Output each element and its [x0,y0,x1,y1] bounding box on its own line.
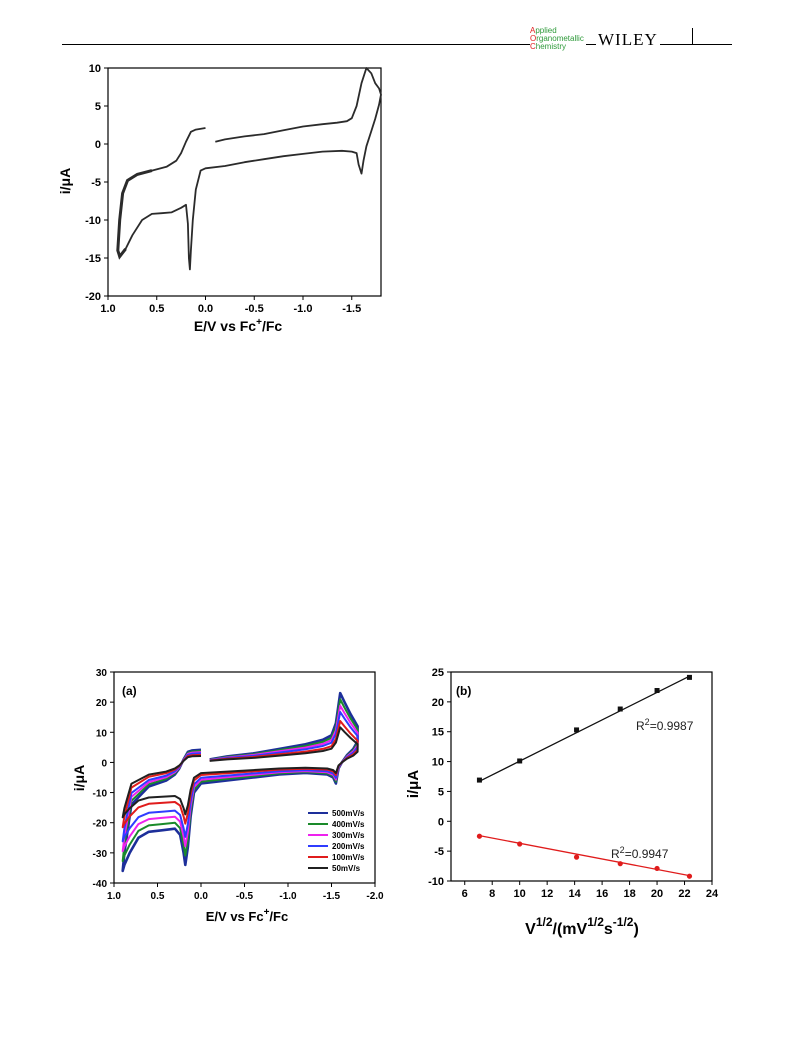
xlabel-top: E/V vs Fc+/Fc [194,317,283,334]
x-tick-label: 12 [541,888,553,900]
x-tick-label: 1.0 [107,891,121,902]
data-point-circle [686,873,693,879]
data-point-circle [654,865,660,872]
data-point-square [686,674,692,680]
panel-label-b: (b) [456,684,471,698]
y-tick-label: 0 [101,758,107,769]
y-tick-label: 10 [432,757,444,769]
x-tick-label: 20 [651,888,663,900]
ylabel-top: i/μA [57,168,73,194]
cv-curve-overlap [116,169,153,260]
panel-label-a: (a) [122,684,137,698]
x-tick-label: 8 [489,888,495,900]
x-tick-label: 0.5 [151,891,165,902]
publisher-logo: WILEY [596,30,660,50]
y-tick-label: 20 [432,697,444,709]
y-tick-label: -5 [91,177,101,189]
x-tick-label: -1.0 [279,891,297,902]
journal-logo: Applied Organometallic Chemistry [530,26,586,51]
plot-frame [450,671,713,882]
x-tick-label: 0.0 [198,303,213,315]
y-tick-label: -20 [93,819,108,830]
xlabel-a: E/V vs Fc+/Fc [206,907,288,924]
y-tick-label: -10 [93,789,108,800]
legend-label: 500mV/s [332,809,365,818]
r-squared-label: R2=0.9987 [636,717,694,733]
y-tick-label: -30 [93,849,108,860]
data-point-square [617,706,623,712]
cv-series-line [121,704,359,853]
data-point-square [574,727,580,733]
legend-label: 200mV/s [332,842,365,851]
y-tick-label: -40 [93,879,108,890]
cv-series-line [121,720,359,829]
legend-label: 50mV/s [332,864,361,873]
y-tick-label: 5 [95,101,101,113]
x-tick-label: 1.0 [100,303,115,315]
cv-series-line [121,711,359,843]
x-tick-label: -1.5 [323,891,341,902]
ylabel-b: i/μA [405,770,422,799]
y-tick-label: 15 [432,727,444,739]
cv-series-line [121,726,359,819]
y-tick-label: 30 [96,668,108,679]
data-point-circle [617,861,623,867]
data-point-square [654,688,660,694]
y-tick-label: -10 [85,215,101,227]
ylabel-a: i/μA [71,765,87,791]
y-tick-label: 5 [438,786,444,798]
cv-series-line [121,691,359,873]
x-tick-label: -0.5 [236,891,254,902]
y-tick-label: 0 [438,816,444,828]
x-tick-label: 24 [706,888,719,900]
data-point-circle [476,833,483,839]
cv-series-line [121,698,359,863]
x-tick-label: 6 [462,888,468,900]
x-tick-label: 0.5 [149,303,164,315]
x-tick-label: 14 [569,888,582,900]
legend-label: 300mV/s [332,831,365,840]
x-tick-label: 10 [514,888,526,900]
xlabel-b: V1/2/(mV1/2s-1/2) [525,915,639,938]
y-tick-label: -20 [85,291,101,303]
y-tick-label: 0 [95,139,101,151]
legend-label: 400mV/s [332,820,365,829]
data-point-square [476,777,482,783]
x-tick-label: -2.0 [366,891,384,902]
y-tick-label: 20 [96,698,108,709]
x-tick-label: -1.5 [342,303,361,315]
fit-line [479,675,690,782]
y-tick-label: 10 [89,63,101,75]
x-tick-label: 0.0 [194,891,208,902]
header-tick-mark [692,28,693,44]
y-tick-label: -10 [428,876,444,888]
y-tick-label: -15 [85,253,101,265]
x-tick-label: 18 [623,888,635,900]
data-point-circle [573,854,580,860]
cv-chart-top: 1.0 0.5 0.0 -0.5 -1.0 -1.5 10 5 0 -5 -10 -15 -20 i/μ… [57,63,382,334]
x-tick-label: -0.5 [245,303,264,315]
y-tick-label: 10 [96,728,108,739]
x-tick-label: -1.0 [294,303,313,315]
legend-scan-rates: 500mV/s 400mV/s 300mV/s 200mV/s 100mV/s 50mV/… [308,809,365,873]
r-squared-label: R2=0.9947 [611,845,669,861]
data-point-circle [517,841,523,847]
y-tick-label: 25 [432,667,444,679]
fit-line [479,834,690,877]
header-rule [62,44,732,45]
x-tick-label: 22 [678,888,690,900]
y-tick-label: -5 [434,846,444,858]
legend-label: 100mV/s [332,853,365,862]
data-point-square [517,758,523,764]
x-tick-label: 16 [596,888,608,900]
